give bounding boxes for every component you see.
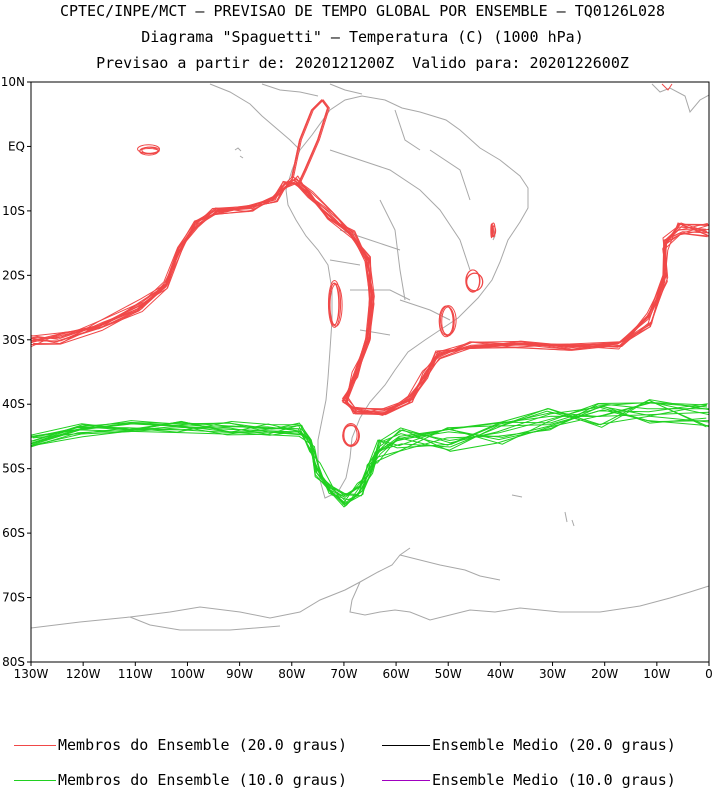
lat-label: 70S — [2, 591, 25, 605]
lon-label: 120W — [66, 667, 101, 681]
member-20-contour — [465, 272, 484, 292]
member-20-contour — [328, 282, 340, 327]
title-line-2: Diagrama "Spaguetti" – Temperatura (C) (… — [141, 28, 584, 46]
lat-label: 10N — [1, 75, 25, 89]
lon-label: 100W — [170, 667, 205, 681]
lat-label: 30S — [2, 333, 25, 347]
legend-line-black — [382, 744, 430, 746]
member-10-contour — [32, 402, 708, 497]
members-20deg-contours — [31, 83, 709, 447]
lat-label: 80S — [2, 655, 25, 669]
lat-label: EQ — [8, 139, 25, 153]
legend-line-purple — [382, 779, 430, 781]
lon-label: 10W — [643, 667, 670, 681]
lat-label: 50S — [2, 462, 25, 476]
member-10-contour — [32, 399, 707, 498]
lon-label: 80W — [278, 667, 305, 681]
member-20-contour — [327, 280, 342, 328]
member-10-contour — [31, 403, 709, 506]
member-20-contour — [31, 181, 708, 415]
legend-label-members-10: Membros do Ensemble (10.0 graus) — [58, 771, 347, 789]
title-line-1: CPTEC/INPE/MCT – PREVISAO DE TEMPO GLOBA… — [59, 2, 666, 20]
legend-mean-20: Ensemble Medio (20.0 graus) — [382, 736, 676, 754]
member-20-contour — [438, 305, 455, 336]
lon-label: 70W — [330, 667, 357, 681]
lat-label: 10S — [2, 204, 25, 218]
axis-ticks — [27, 81, 710, 666]
lon-label: 30W — [539, 667, 566, 681]
member-20-contour — [490, 225, 497, 237]
legend-label-members-20: Membros do Ensemble (20.0 graus) — [58, 736, 347, 754]
member-10-contour — [31, 411, 709, 496]
member-20-contour — [291, 99, 329, 186]
member-10-contour — [31, 403, 708, 505]
member-20-contour — [31, 175, 708, 410]
lon-label: 50W — [435, 667, 462, 681]
lat-label: 40S — [2, 397, 25, 411]
member-20-contour — [139, 147, 159, 155]
member-20-contour — [329, 283, 343, 327]
member-10-contour — [31, 404, 707, 504]
legend-members-10: Membros do Ensemble (10.0 graus) — [14, 771, 347, 789]
member-20-contour — [31, 175, 709, 416]
member-20-contour — [291, 99, 329, 186]
legend-line-green — [14, 779, 56, 781]
country-borders — [329, 109, 471, 336]
legend-label-mean-20: Ensemble Medio (20.0 graus) — [432, 736, 676, 754]
central-america-coast — [209, 83, 301, 151]
member-10-contour — [31, 402, 708, 506]
coastlines — [31, 83, 709, 631]
lon-label: 130W — [14, 667, 49, 681]
map-frame — [30, 81, 710, 663]
legend-mean-10: Ensemble Medio (10.0 graus) — [382, 771, 676, 789]
member-20-contour — [661, 83, 673, 91]
lat-label: 20S — [2, 268, 25, 282]
member-20-contour — [342, 422, 360, 447]
member-20-contour — [292, 99, 330, 186]
member-10-contour — [31, 401, 709, 508]
member-10-contour — [31, 406, 709, 501]
member-10-contour — [32, 405, 707, 496]
member-20-contour — [465, 269, 481, 293]
legend-members-20: Membros do Ensemble (20.0 graus) — [14, 736, 347, 754]
antarctica-coast — [31, 547, 709, 629]
lon-label: 110W — [118, 667, 153, 681]
lon-label: 0 — [705, 667, 713, 681]
lon-label: 40W — [487, 667, 514, 681]
legend-line-red — [14, 744, 56, 746]
lon-label: 90W — [226, 667, 253, 681]
lon-label: 60W — [383, 667, 410, 681]
title-line-3: Previsao a partir de: 2020121200Z Valido… — [96, 54, 629, 72]
member-20-contour — [290, 99, 329, 186]
members-10deg-contours — [31, 399, 709, 508]
legend-label-mean-10: Ensemble Medio (10.0 graus) — [432, 771, 676, 789]
lat-label: 60S — [2, 526, 25, 540]
member-10-contour — [31, 409, 709, 504]
lon-label: 20W — [591, 667, 618, 681]
